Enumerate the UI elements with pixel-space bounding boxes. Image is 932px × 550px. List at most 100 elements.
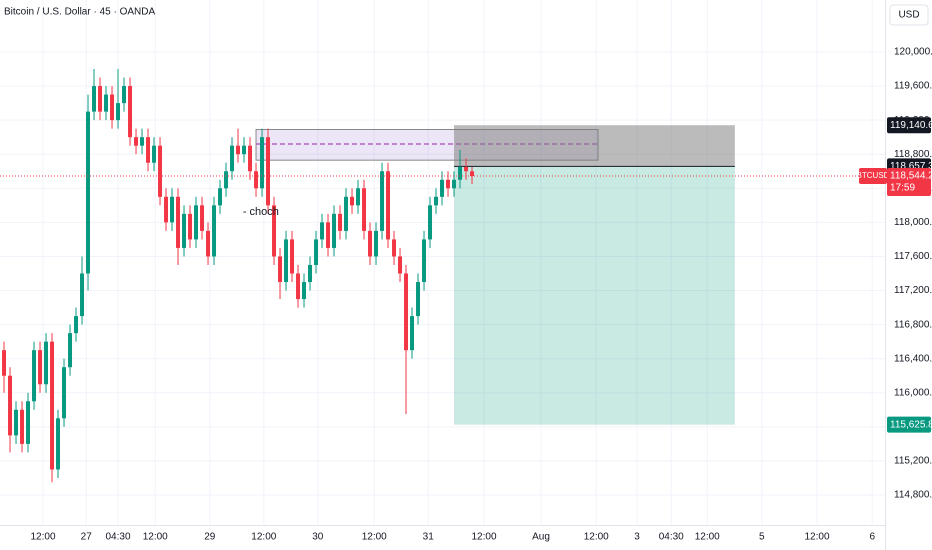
countdown: 17:59 — [890, 183, 915, 194]
candle-body — [416, 282, 421, 317]
x-tick-label: 04:30 — [659, 532, 684, 543]
annotation: - choch — [243, 206, 279, 218]
candle-body — [446, 179, 451, 189]
candle-body — [386, 171, 391, 240]
candle-body — [320, 222, 325, 240]
candle-body — [176, 196, 181, 248]
candle-body — [104, 94, 109, 112]
candle-body — [326, 222, 331, 248]
candle-body — [260, 137, 265, 189]
candle-body — [350, 196, 355, 206]
x-tick-label: Aug — [532, 532, 550, 543]
overlays — [255, 125, 735, 425]
candle-body — [296, 273, 301, 300]
candle-body — [56, 418, 61, 470]
candle-body — [2, 350, 7, 376]
y-tick-label: 115,200.0 — [894, 456, 932, 467]
candle-body — [230, 145, 235, 172]
y-tick-label: 116,800.0 — [894, 319, 932, 330]
y-tick-label: 117,200.0 — [894, 285, 932, 296]
currency[interactable]: USD — [898, 10, 919, 21]
x-tick-label: 04:30 — [106, 532, 131, 543]
x-tick-label: 3 — [634, 532, 640, 543]
x-tick-label: 30 — [312, 532, 324, 543]
candle-body — [98, 86, 103, 112]
candle-body — [110, 94, 115, 121]
x-tick-label: 12:00 — [362, 532, 387, 543]
candle-body — [212, 205, 217, 257]
candle-body — [194, 205, 199, 240]
target-tag-bg — [887, 416, 931, 433]
candle-body — [80, 273, 85, 317]
candle-body — [170, 196, 175, 223]
top-layer: - choch — [0, 175, 885, 218]
y-tick-label: 118,800.0 — [894, 149, 932, 160]
candle-body — [344, 196, 349, 231]
x-tick-label: 29 — [204, 532, 216, 543]
candle-body — [464, 166, 469, 172]
candle-body — [200, 205, 205, 231]
candle-body — [290, 239, 295, 274]
candle-body — [392, 239, 397, 257]
y-tick-label: 118,000.0 — [894, 217, 932, 228]
candle-body — [68, 333, 73, 368]
candle-body — [404, 273, 409, 351]
candle-body — [8, 375, 13, 436]
candle-body — [86, 111, 91, 274]
x-tick-label: 12:00 — [584, 532, 609, 543]
candle-body — [452, 179, 457, 189]
candle-body — [164, 196, 169, 223]
candle-body — [236, 145, 241, 155]
stop-tag: 119,140.6 — [890, 120, 932, 131]
y-tick-label: 119,600.0 — [894, 81, 932, 92]
y-tick-label: 114,800.0 — [894, 490, 932, 501]
candle-body — [362, 188, 367, 231]
last-tag: 118,544.2 — [890, 171, 932, 182]
candle-body — [44, 341, 49, 385]
candle-body — [140, 137, 145, 146]
x-tick-label: 12:00 — [31, 532, 56, 543]
x-tick-label: 12:00 — [695, 532, 720, 543]
x-tick-label: 12:00 — [251, 532, 276, 543]
candle-body — [32, 350, 37, 402]
stop-zone — [454, 125, 735, 167]
symbol-tag: BTCUSD — [857, 171, 890, 180]
x-tick-label: 31 — [423, 532, 435, 543]
candle-body — [266, 137, 271, 206]
candle-body — [254, 171, 259, 189]
candle-body — [128, 86, 133, 138]
candle-body — [272, 205, 277, 257]
candle-body — [92, 86, 97, 112]
target-tag: 115,625.8 — [890, 419, 932, 430]
candle-body — [242, 145, 247, 155]
y-tick-label: 116,400.0 — [894, 353, 932, 364]
stop-tag-bg — [887, 117, 931, 134]
candle-body — [20, 409, 25, 444]
chart-title: Bitcoin / U.S. Dollar · 45 · OANDA — [4, 7, 155, 18]
candle-body — [278, 256, 283, 283]
candle-body — [146, 137, 151, 163]
x-tick-label: 12:00 — [472, 532, 497, 543]
candle-body — [26, 401, 31, 444]
candle-body — [50, 341, 55, 470]
x-tick-label: 6 — [869, 532, 875, 543]
candle-body — [152, 145, 157, 163]
candle-body — [314, 239, 319, 265]
y-tick-label: 116,000.0 — [894, 387, 932, 398]
candle-body — [422, 239, 427, 283]
entry-tag: 118,657.3 — [890, 161, 932, 172]
candle-body — [74, 316, 79, 334]
candles — [2, 69, 475, 483]
candle-body — [182, 213, 187, 248]
currency-button[interactable] — [889, 4, 929, 26]
candle-body — [434, 196, 439, 206]
candle-body — [470, 171, 475, 177]
candle-body — [14, 409, 19, 436]
y-tick-label: 120,000.0 — [894, 47, 932, 58]
candle-body — [374, 230, 379, 257]
candle-body — [410, 316, 415, 351]
candle-body — [302, 282, 307, 300]
symbol-tag-bg — [859, 168, 887, 185]
candle-body — [458, 166, 463, 180]
